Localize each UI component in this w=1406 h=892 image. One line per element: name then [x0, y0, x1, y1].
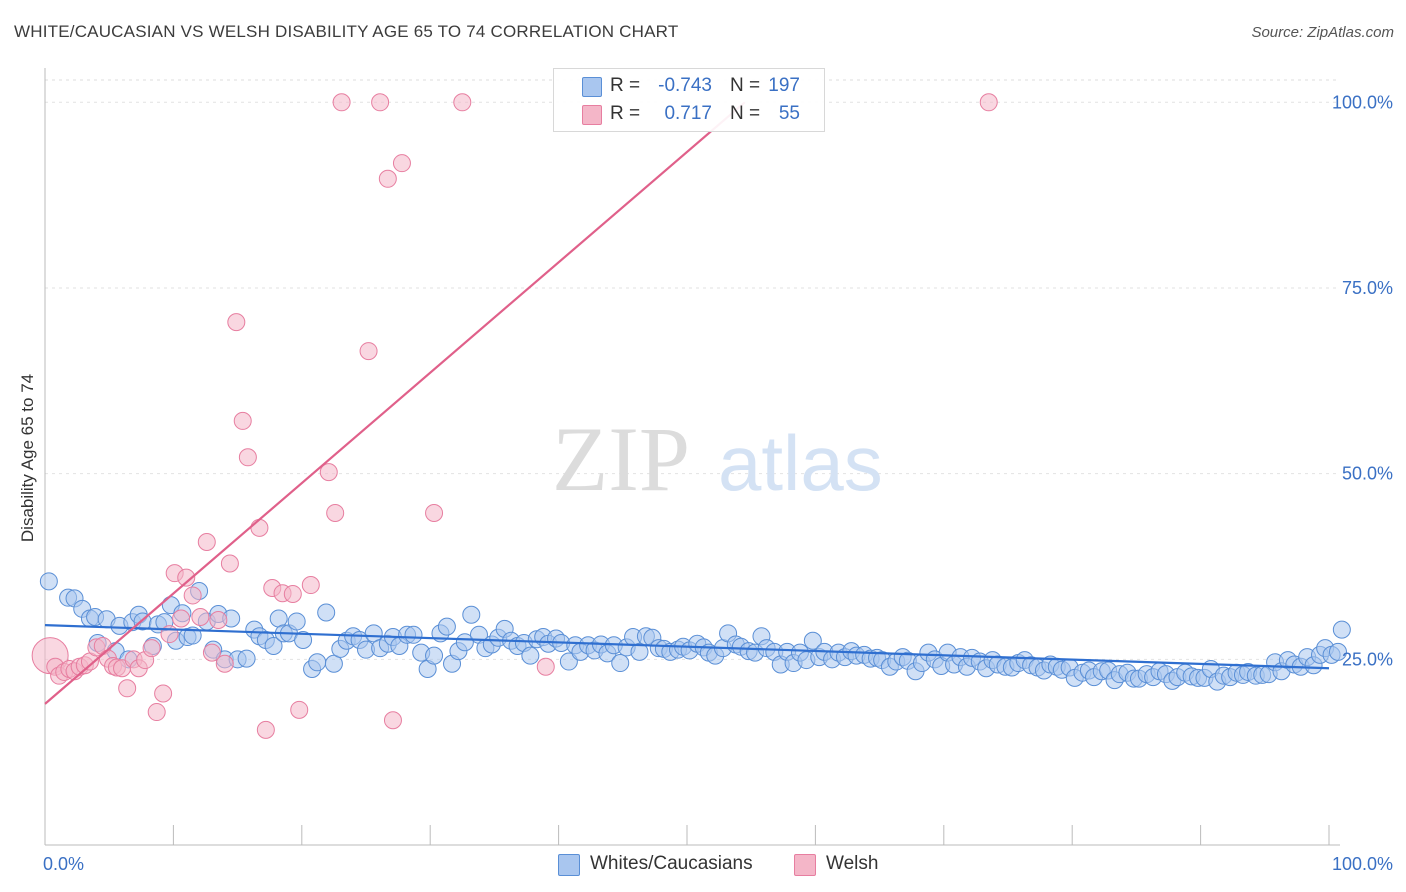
whites-legend-swatch — [558, 854, 580, 876]
whites-point — [611, 654, 630, 673]
welsh-point — [371, 93, 390, 112]
welsh-point — [290, 700, 309, 719]
welsh-point — [177, 568, 196, 587]
whites-point — [39, 572, 58, 591]
welsh-point — [238, 448, 257, 467]
y-tick-label: 75.0% — [1342, 278, 1393, 298]
welsh-point — [425, 504, 444, 523]
whites-point — [630, 642, 649, 661]
whites-point — [324, 654, 343, 673]
welsh-point — [147, 703, 166, 722]
whites-point — [437, 617, 456, 636]
x-tick-labels: 0.0% 100.0% — [43, 854, 1393, 874]
welsh-legend-swatch — [794, 854, 816, 876]
welsh-points — [31, 93, 998, 739]
welsh-point — [172, 609, 191, 628]
welsh-point — [392, 154, 411, 173]
watermark: ZIP atlas — [552, 408, 883, 510]
whites-point — [294, 631, 313, 650]
y-axis-title: Disability Age 65 to 74 — [18, 374, 37, 542]
welsh-point — [301, 576, 320, 595]
welsh-point — [359, 342, 378, 361]
y-tick-labels: 25.0% 50.0% 75.0% 100.0% — [1332, 92, 1393, 669]
welsh-point — [536, 657, 555, 676]
whites-point — [455, 633, 474, 652]
whites-point — [559, 652, 578, 671]
whites-point — [364, 624, 383, 643]
n-value: 197 — [768, 75, 800, 96]
trend-lines — [44, 101, 1330, 705]
whites-point — [425, 646, 444, 665]
whites-point — [803, 631, 822, 650]
x-ticks — [172, 825, 1330, 845]
welsh-point — [383, 711, 402, 730]
welsh-point — [220, 554, 239, 573]
legend-label: Whites/Caucasians — [590, 853, 753, 874]
series-legend: Whites/Caucasians Welsh — [0, 852, 1406, 878]
whites-point — [308, 653, 327, 672]
welsh-point — [332, 93, 351, 112]
welsh-point — [202, 643, 221, 662]
legend-row-whites: R = -0.743 N = 197 — [554, 73, 824, 99]
welsh-point — [326, 504, 345, 523]
welsh-point — [118, 679, 137, 698]
r-value: 0.717 — [664, 103, 712, 124]
welsh-trend-line — [44, 101, 746, 705]
welsh-point — [183, 586, 202, 605]
whites-point — [521, 646, 540, 665]
y-tick-label: 100.0% — [1332, 92, 1393, 112]
n-value: 55 — [778, 103, 800, 124]
whites-point — [1328, 642, 1347, 661]
whites-point — [317, 603, 336, 622]
r-label: R = — [610, 103, 641, 124]
welsh-point — [191, 607, 210, 626]
welsh-point — [197, 532, 216, 551]
welsh-swatch — [582, 105, 602, 125]
y-tick-label: 25.0% — [1342, 649, 1393, 669]
whites-point — [1332, 620, 1351, 639]
welsh-point — [215, 654, 234, 673]
welsh-point — [233, 411, 252, 430]
whites-point — [462, 605, 481, 624]
welsh-point — [283, 584, 302, 603]
n-label: N = — [730, 103, 761, 124]
source-credit: Source: ZipAtlas.com — [1251, 24, 1394, 41]
axes — [44, 68, 1340, 846]
welsh-point — [250, 518, 269, 537]
welsh-point — [453, 93, 472, 112]
watermark-atlas: atlas — [718, 419, 883, 507]
chart-title: WHITE/CAUCASIAN VS WELSH DISABILITY AGE … — [14, 22, 679, 41]
whites-points — [39, 572, 1351, 691]
x-tick-label: 100.0% — [1332, 854, 1393, 874]
legend-label: Welsh — [826, 853, 879, 874]
x-tick-label: 0.0% — [43, 854, 84, 874]
y-tick-label: 50.0% — [1342, 464, 1393, 484]
whites-point — [404, 625, 423, 644]
r-value: -0.743 — [658, 75, 712, 96]
welsh-point — [319, 463, 338, 482]
whites-point — [237, 649, 256, 668]
n-label: N = — [730, 75, 761, 96]
whites-swatch — [582, 77, 602, 97]
r-label: R = — [610, 75, 641, 96]
whites-trend-line — [44, 624, 1330, 670]
watermark-zip: ZIP — [552, 408, 690, 510]
welsh-point — [142, 639, 161, 658]
welsh-point — [256, 720, 275, 739]
stats-legend: R = -0.743 N = 197 R = 0.717 N = 55 — [553, 68, 825, 132]
whites-point — [264, 636, 283, 655]
legend-row-welsh: R = 0.717 N = 55 — [554, 101, 824, 127]
whites-point — [287, 612, 306, 631]
welsh-point — [209, 610, 228, 629]
welsh-point — [378, 169, 397, 188]
grid-lines — [45, 79, 1340, 660]
welsh-point — [227, 313, 246, 332]
welsh-point — [154, 684, 173, 703]
welsh-point — [979, 93, 998, 112]
